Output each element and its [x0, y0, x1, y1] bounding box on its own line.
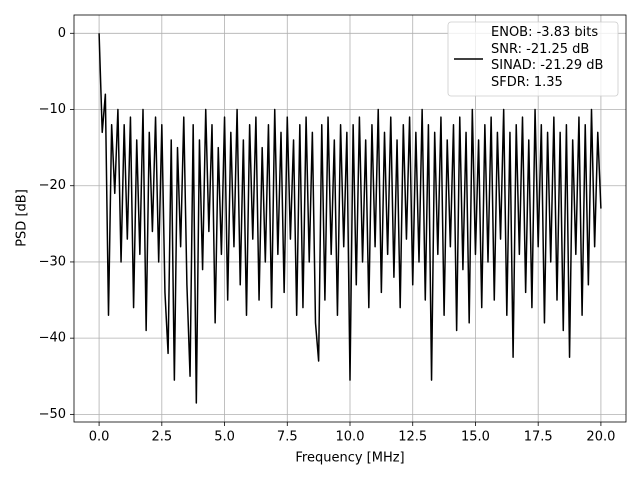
y-axis-label: PSD [dB]	[15, 189, 30, 247]
x-tick-label: 10.0	[336, 430, 365, 445]
plot-frame	[73, 14, 627, 423]
x-axis-label: Frequency [MHz]	[295, 451, 404, 466]
x-tick-label: 0.0	[89, 430, 110, 445]
y-tick-label: −20	[39, 178, 66, 193]
y-tick-label: −30	[39, 254, 66, 269]
x-tick-label: 20.0	[586, 430, 615, 445]
x-tick-label: 15.0	[461, 430, 490, 445]
legend-label: ENOB: -3.83 bits SNR: -21.25 dB SINAD: -…	[491, 25, 604, 90]
y-tick-label: −50	[39, 407, 66, 422]
data-line	[98, 33, 602, 404]
legend-box	[447, 21, 619, 97]
y-tick-label: −40	[39, 331, 66, 346]
x-tick-label: 2.5	[151, 430, 172, 445]
x-tick-label: 7.5	[277, 430, 298, 445]
x-tick-label: 5.0	[214, 430, 235, 445]
y-tick-label: 0	[58, 26, 66, 41]
x-tick-label: 12.5	[398, 430, 427, 445]
x-tick-label: 17.5	[524, 430, 553, 445]
y-tick-label: −10	[39, 102, 66, 117]
